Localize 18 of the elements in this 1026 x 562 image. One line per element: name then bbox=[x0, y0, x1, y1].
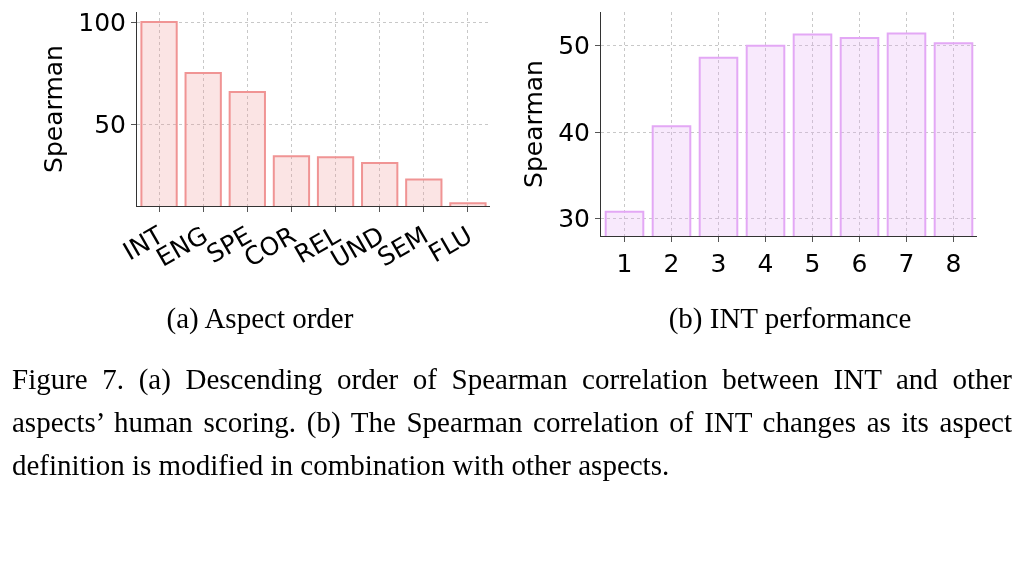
y-tick-label: 100 bbox=[78, 7, 126, 37]
y-tick-label: 50 bbox=[94, 110, 126, 140]
y-axis-title: Spearman bbox=[518, 60, 548, 188]
x-tick-label: 2 bbox=[663, 249, 680, 278]
x-tick-label: 3 bbox=[710, 249, 727, 278]
y-tick-label: 40 bbox=[558, 117, 590, 147]
x-tick-label: 5 bbox=[804, 249, 821, 278]
x-tick-label: 8 bbox=[945, 249, 962, 278]
text: (b) INT performance bbox=[667, 302, 913, 335]
x-tick-label: 7 bbox=[898, 249, 915, 278]
y-tick-label: 30 bbox=[558, 204, 590, 234]
y-axis-title: Spearman bbox=[39, 45, 69, 173]
x-tick-label: 6 bbox=[851, 249, 868, 278]
caption: Figure 7. (a) Descending order of Spearman correlation between INT and other aspects’ human scoring. (b) The Spearman correlation of INT changes as its aspect definition is modified in combination with other aspects. bbox=[12, 362, 1012, 483]
text: (a) Aspect order bbox=[165, 302, 355, 335]
y-tick-label: 50 bbox=[558, 31, 590, 61]
x-tick-label: 1 bbox=[616, 249, 633, 278]
x-tick-label: 4 bbox=[757, 249, 774, 278]
